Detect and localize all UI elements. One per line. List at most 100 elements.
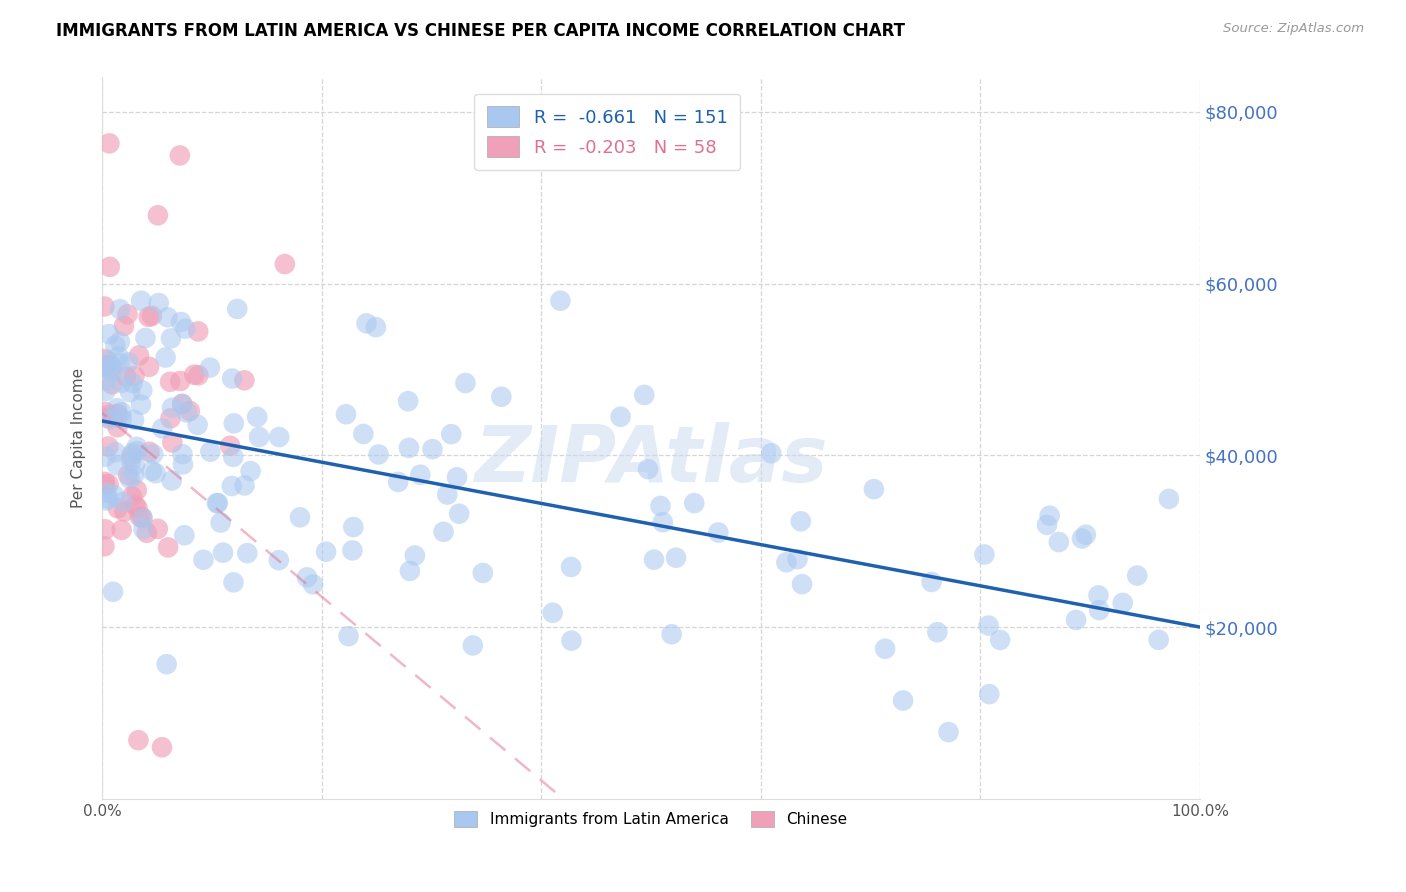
Point [436,487,458,501]
Point [863,482,886,496]
Point [775,555,797,569]
Point [219,439,242,453]
Point [875,641,897,656]
Point [1074,527,1097,541]
Point [162,435,184,450]
Point [138,359,160,374]
Point [1112,596,1135,610]
Point [127,501,149,516]
Point [342,520,364,534]
Point [125,440,148,454]
Point [267,553,290,567]
Point [131,384,153,398]
Point [157,541,180,555]
Point [187,325,209,339]
Point [187,417,209,432]
Point [295,570,318,584]
Point [97,440,120,454]
Point [107,407,129,421]
Point [104,445,127,459]
Point [121,489,143,503]
Point [122,467,145,482]
Point [226,301,249,316]
Point [198,360,221,375]
Point [1071,532,1094,546]
Point [560,633,582,648]
Point [94,522,117,536]
Point [125,444,148,458]
Point [269,430,291,444]
Point [988,632,1011,647]
Point [222,450,245,464]
Point [979,687,1001,701]
Point [94,384,117,398]
Point [302,577,325,591]
Point [212,546,235,560]
Point [233,373,256,387]
Y-axis label: Per Capita Income: Per Capita Income [72,368,86,508]
Point [105,458,128,473]
Point [891,693,914,707]
Point [121,446,143,460]
Point [938,725,960,739]
Point [790,514,813,528]
Point [221,479,243,493]
Point [1039,508,1062,523]
Point [454,376,477,390]
Point [104,338,127,352]
Point [247,430,270,444]
Point [146,208,169,222]
Point [650,499,672,513]
Point [446,470,468,484]
Point [120,385,142,400]
Point [111,523,134,537]
Point [93,477,115,491]
Point [117,468,139,483]
Point [335,407,357,421]
Point [94,374,117,388]
Point [661,627,683,641]
Point [121,376,143,391]
Point [105,407,128,421]
Point [127,733,149,747]
Point [205,496,228,510]
Point [221,371,243,385]
Point [449,507,471,521]
Point [105,401,128,416]
Point [1157,491,1180,506]
Point [609,409,631,424]
Point [193,553,215,567]
Point [150,421,173,435]
Point [169,148,191,162]
Point [187,368,209,383]
Point [141,309,163,323]
Point [112,505,135,519]
Point [1064,613,1087,627]
Point [356,316,378,330]
Point [921,574,943,589]
Point [973,548,995,562]
Point [98,412,121,426]
Text: IMMIGRANTS FROM LATIN AMERICA VS CHINESE PER CAPITA INCOME CORRELATION CHART: IMMIGRANTS FROM LATIN AMERICA VS CHINESE… [56,22,905,40]
Point [135,525,157,540]
Point [156,310,179,325]
Point [200,444,222,458]
Point [977,618,1000,632]
Point [120,453,142,467]
Point [156,657,179,672]
Point [665,550,688,565]
Point [131,510,153,524]
Point [110,376,132,390]
Point [94,475,117,489]
Point [112,495,135,509]
Point [274,257,297,271]
Point [398,441,420,455]
Point [172,458,194,472]
Point [222,417,245,431]
Point [159,375,181,389]
Point [98,327,121,342]
Point [367,447,389,461]
Point [342,543,364,558]
Point [107,501,129,516]
Point [169,374,191,388]
